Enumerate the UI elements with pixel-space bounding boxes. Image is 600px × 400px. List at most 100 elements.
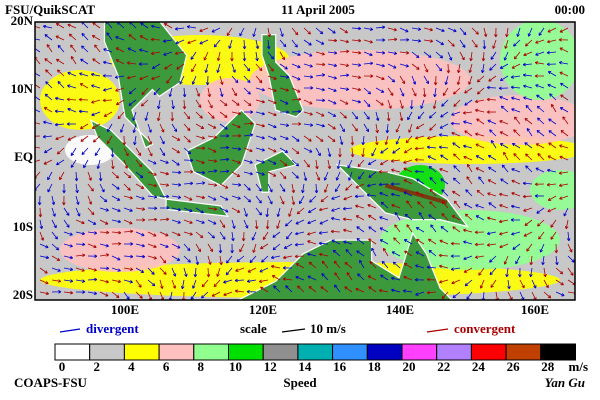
wind-arrow bbox=[429, 123, 437, 131]
wind-arrow bbox=[272, 243, 281, 251]
wind-arrow bbox=[242, 39, 247, 50]
wind-arrow bbox=[267, 171, 277, 177]
header-time: 00:00 bbox=[555, 2, 585, 17]
wind-arrow bbox=[159, 194, 170, 199]
wind-arrow bbox=[490, 51, 497, 60]
wind-arrow bbox=[499, 131, 509, 137]
wind-arrow bbox=[566, 231, 571, 242]
wind-arrow bbox=[475, 132, 485, 137]
wind-arrow bbox=[468, 63, 473, 73]
wind-arrow bbox=[510, 75, 521, 79]
wind-arrow bbox=[525, 165, 533, 173]
wind-arrow bbox=[51, 255, 61, 261]
wind-arrow bbox=[114, 75, 125, 79]
wind-arrow bbox=[486, 110, 497, 114]
wind-arrow bbox=[356, 250, 365, 257]
wind-arrow bbox=[471, 39, 478, 48]
wind-arrow bbox=[343, 195, 353, 201]
wind-arrow bbox=[45, 69, 53, 77]
wind-arrow bbox=[534, 74, 545, 78]
wind-arrow bbox=[183, 158, 194, 163]
wind-arrow bbox=[563, 207, 569, 217]
wind-arrow bbox=[399, 51, 410, 55]
wind-arrow bbox=[380, 159, 389, 166]
wind-arrow bbox=[452, 291, 461, 299]
wind-arrow bbox=[291, 195, 296, 206]
wind-arrow bbox=[170, 111, 175, 122]
wind-arrow bbox=[239, 243, 245, 253]
wind-arrow bbox=[415, 135, 425, 140]
wind-arrow bbox=[255, 123, 265, 128]
wind-arrow bbox=[463, 144, 473, 149]
wind-arrow bbox=[564, 219, 569, 230]
land bbox=[261, 34, 304, 118]
wind-arrow bbox=[438, 253, 449, 258]
wind-arrow bbox=[492, 39, 497, 49]
wind-arrow bbox=[62, 195, 66, 206]
wind-arrow bbox=[331, 207, 341, 212]
wind-arrow bbox=[111, 241, 122, 246]
wind-arrow bbox=[70, 147, 77, 156]
scale-arrow bbox=[281, 328, 306, 333]
wind-arrow bbox=[79, 83, 89, 89]
wind-arrow bbox=[51, 279, 62, 283]
wind-arrow bbox=[314, 183, 319, 194]
wind-arrow bbox=[111, 159, 115, 170]
wind-arrow bbox=[171, 243, 181, 249]
wind-arrow bbox=[159, 279, 164, 289]
wind-arrow bbox=[223, 279, 233, 284]
wind-arrow bbox=[123, 183, 131, 191]
wind-arrow bbox=[476, 118, 485, 125]
wind-arrow bbox=[70, 159, 77, 168]
wind-arrow bbox=[539, 243, 545, 253]
wind-arrow bbox=[523, 231, 533, 237]
wind-arrow bbox=[315, 171, 321, 181]
wind-arrow bbox=[123, 207, 133, 212]
wind-arrow bbox=[387, 87, 394, 96]
wind-arrow bbox=[399, 75, 406, 85]
wind-arrow bbox=[219, 87, 224, 97]
wind-arrow bbox=[70, 44, 77, 53]
wind-arrow bbox=[403, 191, 413, 197]
wind-arrow bbox=[383, 247, 389, 257]
wind-arrow bbox=[180, 279, 185, 290]
wind-arrow bbox=[267, 147, 277, 153]
wind-arrow bbox=[219, 169, 230, 174]
wind-arrow bbox=[451, 215, 461, 221]
wind-arrow bbox=[339, 111, 347, 119]
wind-arrow bbox=[115, 59, 125, 65]
wind-arrow bbox=[115, 47, 125, 53]
wind-arrow bbox=[111, 195, 121, 201]
wind-arrow bbox=[420, 99, 425, 109]
wind-arrow bbox=[54, 122, 65, 127]
wind-arrow bbox=[354, 194, 365, 199]
wind-arrow bbox=[567, 267, 574, 276]
wind-arrow bbox=[243, 147, 253, 153]
land bbox=[103, 22, 188, 149]
wind-arrow bbox=[279, 195, 285, 205]
wind-arrow bbox=[255, 111, 265, 116]
wind-arrow bbox=[447, 27, 457, 33]
wind-arrow bbox=[294, 254, 305, 259]
wind-arrow bbox=[38, 207, 43, 218]
wind-arrow bbox=[103, 87, 113, 92]
wind-arrow bbox=[266, 39, 271, 50]
wind-arrow bbox=[321, 260, 329, 269]
wind-arrow bbox=[513, 129, 521, 137]
wind-arrow bbox=[205, 75, 210, 86]
wind-arrow bbox=[43, 159, 53, 165]
wind-arrow bbox=[282, 266, 293, 270]
wind-arrow bbox=[534, 194, 545, 198]
wind-arrow bbox=[368, 171, 377, 178]
colorbar-label: 16 bbox=[333, 359, 347, 374]
wind-arrow bbox=[379, 239, 389, 245]
wind-arrow bbox=[499, 231, 509, 236]
wind-arrow bbox=[327, 63, 338, 68]
wind-arrow bbox=[463, 203, 473, 209]
wind-arrow bbox=[543, 279, 549, 289]
wind-arrow bbox=[291, 75, 301, 81]
wind-arrow bbox=[255, 159, 265, 164]
wind-arrow bbox=[524, 219, 533, 226]
header-left: FSU/QuikSCAT bbox=[5, 2, 95, 17]
wind-arrow bbox=[536, 105, 545, 113]
